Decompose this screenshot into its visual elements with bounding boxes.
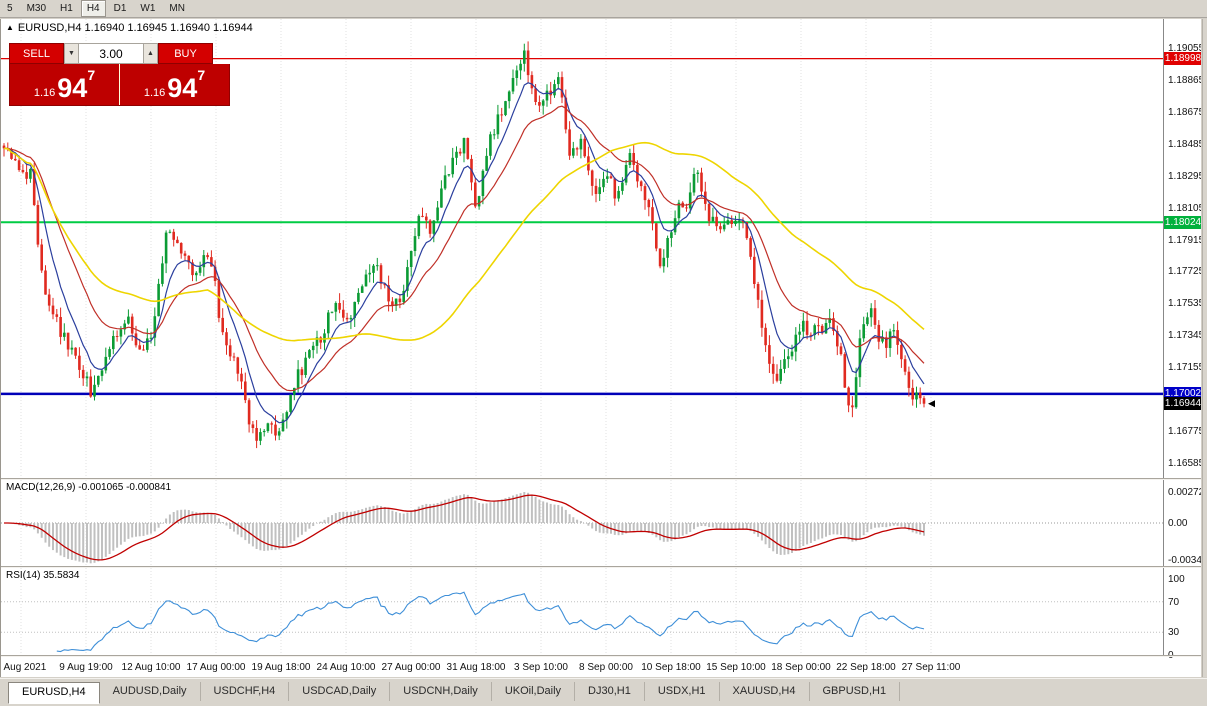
rsi-line (56, 591, 925, 653)
grid-lines (20, 568, 932, 655)
price-axis-tick: 1.17915 (1168, 234, 1201, 246)
time-axis-label: 31 Aug 18:00 (446, 662, 506, 673)
chart-tab-gbpusd-h1[interactable]: GBPUSD,H1 (810, 682, 901, 701)
spinner-down-icon: ▼ (68, 50, 75, 57)
moving-average-21 (3, 105, 925, 392)
time-axis-label: 27 Sep 11:00 (901, 662, 961, 673)
time-axis-label: 22 Sep 18:00 (836, 662, 896, 673)
panel-divider-timeaxis (1, 655, 1201, 657)
current-price-arrow-icon (928, 400, 935, 408)
horizontal-level-lines[interactable] (1, 57, 1163, 396)
current-price-badge: 1.16944 (1164, 397, 1201, 411)
sell-button[interactable]: SELL (9, 43, 64, 64)
panel-divider-rsi[interactable] (1, 566, 1201, 568)
chart-tab-ukoil-daily[interactable]: UKOil,Daily (492, 682, 576, 701)
candles-layer (2, 41, 926, 449)
ask-price-pips: 94 (167, 73, 198, 103)
chart-tab-usdcnh-daily[interactable]: USDCNH,Daily (390, 682, 492, 701)
chart-tabs-bar: EURUSD,H4 AUDUSD,Daily USDCHF,H4 USDCAD,… (0, 678, 1207, 706)
chart-tab-usdchf-h4[interactable]: USDCHF,H4 (201, 682, 290, 701)
rsi-indicator-label: RSI(14) 35.5834 (6, 570, 80, 581)
chart-tab-audusd-daily[interactable]: AUDUSD,Daily (100, 682, 201, 701)
price-axis-tick: 1.18675 (1168, 106, 1201, 118)
chart-ohlc-title: EURUSD,H4 1.16940 1.16945 1.16940 1.1694… (17, 22, 253, 34)
bid-price-box[interactable]: 1.16 94 7 (10, 64, 119, 105)
timeframe-button-mn[interactable]: MN (169, 3, 185, 14)
price-axis-tick: 1.17155 (1168, 362, 1201, 374)
rsi-axis-label: 100 (1168, 574, 1185, 585)
buy-button[interactable]: BUY (158, 43, 213, 64)
main-chart-canvas[interactable] (1, 19, 1163, 478)
macd-indicator-label: MACD(12,26,9) -0.001065 -0.000841 (6, 482, 172, 493)
volume-increase-button[interactable]: ▲ (143, 43, 158, 64)
price-axis-tick: 1.17725 (1168, 266, 1201, 278)
chart-window: ▲ EURUSD,H4 1.16940 1.16945 1.16940 1.169… (0, 19, 1201, 677)
time-axis: 5 Aug 2021 9 Aug 19:00 12 Aug 10:00 17 Aug … (1, 658, 1163, 677)
price-axis-tick: 1.18295 (1168, 170, 1201, 182)
bid-price-pips: 94 (57, 73, 88, 103)
ask-price-prefix: 1.16 (143, 87, 166, 99)
bid-price-prefix: 1.16 (33, 87, 56, 99)
price-axis-tick: 1.19055 (1168, 43, 1201, 54)
time-axis-label: 15 Sep 10:00 (706, 662, 766, 673)
price-axis-tick: 1.17535 (1168, 298, 1201, 310)
ask-price-point: 7 (197, 67, 206, 83)
spinner-up-icon: ▲ (147, 50, 154, 57)
price-axis-tick: 1.18105 (1168, 202, 1201, 214)
time-axis-label: 9 Aug 19:00 (59, 662, 113, 673)
chart-tab-dj30-h1[interactable]: DJ30,H1 (575, 682, 645, 701)
macd-panel-canvas[interactable] (1, 480, 1163, 566)
timeframe-button-h4[interactable]: H4 (80, 0, 106, 17)
price-box-separator (119, 64, 120, 105)
panel-divider-macd[interactable] (1, 478, 1201, 480)
macd-axis-label: 0.00 (1168, 518, 1188, 529)
time-axis-label: 8 Sep 00:00 (579, 662, 633, 673)
resistance-price-badge: 1.18998 (1164, 52, 1201, 66)
macd-axis-label: -0.00345 (1168, 555, 1201, 566)
rsi-axis-label: 70 (1168, 596, 1180, 608)
moving-average-55 (3, 141, 925, 342)
chart-symbol-header: ▲ EURUSD,H4 1.16940 1.16945 1.16940 1.169… (6, 22, 253, 34)
rsi-axis-label: 30 (1168, 627, 1180, 639)
timeframe-button-m5[interactable]: 5 (7, 3, 13, 14)
time-axis-label: 17 Aug 00:00 (186, 662, 246, 673)
macd-axis-label: 0.002726 (1168, 487, 1201, 498)
volume-input[interactable] (79, 43, 143, 64)
time-axis-label: 10 Sep 18:00 (641, 662, 701, 673)
price-axis-tick: 1.16585 (1168, 458, 1201, 469)
mid-level-price-badge: 1.18024 (1164, 215, 1201, 229)
volume-decrease-button[interactable]: ▼ (64, 43, 79, 64)
time-axis-label: 5 Aug 2021 (0, 662, 47, 673)
chart-shift-marker-icon: ▲ (6, 23, 14, 32)
chart-tab-xauusd-h4[interactable]: XAUUSD,H4 (720, 682, 810, 701)
time-axis-label: 18 Sep 00:00 (771, 662, 831, 673)
price-axis: 1.19055 1.18865 1.18675 1.18485 1.18295 1.181… (1163, 19, 1201, 661)
timeframe-button-m30[interactable]: M30 (26, 3, 47, 14)
chart-tab-usdcad-daily[interactable]: USDCAD,Daily (289, 682, 391, 701)
price-axis-tick: 1.18865 (1168, 74, 1201, 86)
price-axis-tick: 1.16775 (1168, 426, 1201, 438)
timeframe-button-d1[interactable]: D1 (113, 3, 127, 14)
timeframe-toolbar: 5 M30 H1 H4 D1 W1 MN (0, 0, 1207, 18)
chart-tab-usdx-h1[interactable]: USDX,H1 (645, 682, 720, 701)
chart-tab-eurusd-h4[interactable]: EURUSD,H4 (8, 682, 100, 704)
price-axis-tick: 1.18485 (1168, 138, 1201, 150)
rsi-panel-canvas[interactable] (1, 568, 1163, 655)
time-axis-label: 27 Aug 00:00 (381, 662, 441, 673)
time-axis-label: 12 Aug 10:00 (121, 662, 181, 673)
bid-price-point: 7 (87, 67, 96, 83)
macd-signal-line (4, 494, 925, 561)
time-axis-label: 3 Sep 10:00 (514, 662, 568, 673)
price-axis-tick: 1.17345 (1168, 330, 1201, 342)
timeframe-button-w1[interactable]: W1 (140, 3, 156, 14)
moving-average-8 (3, 82, 925, 424)
vertical-scrollbar[interactable] (1202, 19, 1207, 677)
macd-histogram (6, 492, 925, 564)
ask-price-box[interactable]: 1.16 94 7 (120, 64, 229, 105)
time-axis-label: 19 Aug 18:00 (251, 662, 311, 673)
time-axis-label: 24 Aug 10:00 (316, 662, 376, 673)
timeframe-button-h1[interactable]: H1 (60, 3, 73, 14)
